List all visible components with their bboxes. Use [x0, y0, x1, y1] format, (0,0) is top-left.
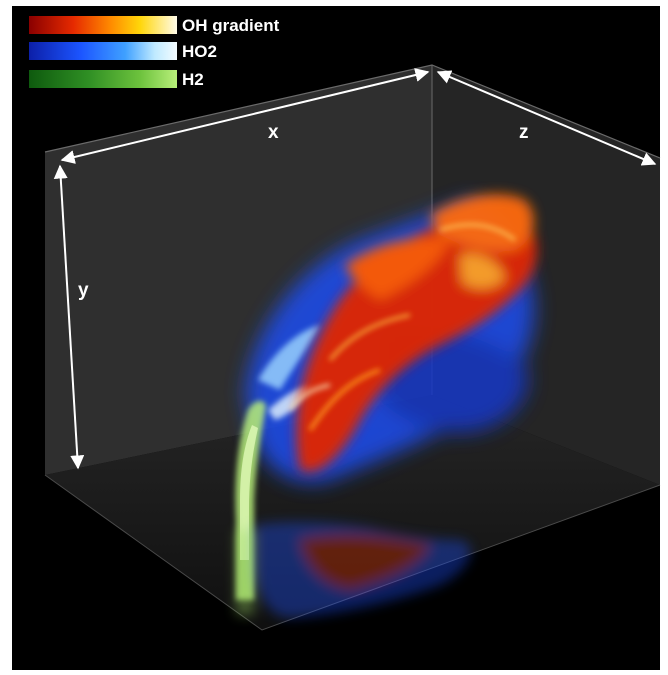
x-axis-label: x	[268, 122, 279, 143]
y-axis-label: y	[78, 280, 89, 301]
floor-reflection	[236, 522, 471, 618]
legend-swatch-ho2	[29, 42, 177, 60]
z-axis-arrow	[436, 70, 657, 166]
legend-swatch-oh	[29, 16, 177, 34]
box-edge-floor	[44, 474, 661, 631]
legend-label-h2: H2	[182, 70, 204, 89]
legend-label-oh: OH gradient	[182, 16, 280, 35]
oh-plume	[296, 194, 537, 472]
floor	[45, 395, 660, 630]
z-axis-label: z	[519, 122, 529, 143]
legend: OH gradient HO2 H2	[29, 16, 280, 89]
oh-filaments	[288, 223, 516, 432]
x-axis-arrow	[60, 68, 430, 164]
y-axis-arrow	[53, 164, 85, 470]
legend-label-ho2: HO2	[182, 42, 217, 61]
legend-swatch-h2	[29, 70, 177, 88]
